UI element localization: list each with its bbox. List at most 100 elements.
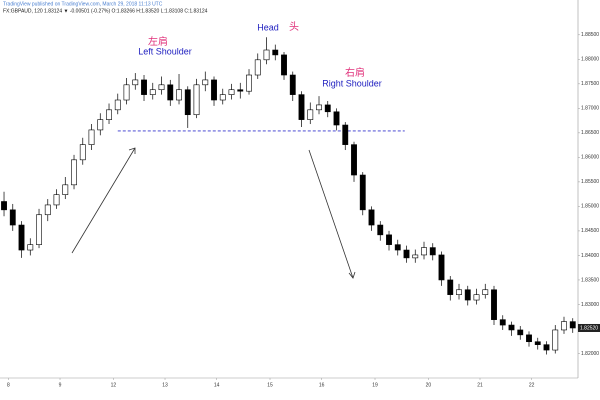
candle-body [141,79,147,95]
header-symbol: FX:GBPAUD, 120 1.83124 ▼ -0.00501 (-0.27… [3,8,208,14]
x-tick-label: 13 [162,382,168,388]
y-tick-label: 1.88000 [581,57,599,63]
x-tick-label: 22 [529,382,535,388]
candle-body [219,94,226,101]
candle-body [184,89,191,116]
candle-body [158,84,165,91]
candle-body [482,289,489,295]
candle-body [176,89,182,101]
y-tick-label: 1.82000 [581,351,599,357]
candle-body [281,54,287,76]
y-tick-label: 1.88500 [581,32,599,38]
candle-body [79,144,86,161]
candle-body [211,79,217,101]
candle-body [552,329,559,351]
candle-body [316,104,322,111]
candle-body [123,84,130,101]
x-tick-label: 14 [214,382,220,388]
candle-body [473,294,480,301]
annotation: 右肩 [345,66,365,79]
candle-body [342,124,349,145]
annotation: Head [257,22,279,32]
candle-body [62,184,69,195]
x-tick-label: 9 [59,382,62,388]
candle-body [202,79,209,86]
last-price-tag [578,323,600,332]
candle-body [9,209,16,226]
y-tick-label: 1.84500 [581,228,599,234]
candle-body [447,279,454,295]
x-tick-label: 15 [267,382,273,388]
candle-body [307,109,314,120]
x-tick-label: 16 [319,382,325,388]
candle-body [508,324,515,331]
annotation: 头 [289,21,299,33]
candle-body [351,144,357,176]
candle-body [569,321,576,329]
candle-body [44,204,51,216]
candle-body [394,244,401,251]
candle-body [97,119,104,131]
x-tick-label: 21 [477,382,483,388]
annotation: 左肩 [148,35,168,48]
arrows [71,147,356,279]
candle-body [193,84,200,116]
candle-body [359,174,366,211]
candle-body [438,254,445,281]
candle-body [543,344,550,351]
x-tick-label: 12 [111,382,117,388]
candle-body [412,254,419,259]
candle-body [456,289,462,295]
y-tick-label: 1.85000 [581,204,599,210]
candle-body [36,214,42,245]
annotation: Left Shoulder [138,46,192,56]
candle-body [228,89,235,95]
candle-body [254,59,261,76]
candle-body [167,84,174,101]
candle-body [298,94,305,120]
candle-body [132,79,139,86]
candle-body [71,159,77,186]
y-tick-label: 1.84000 [581,253,599,259]
arrow-head [128,147,136,154]
candle-body [88,129,95,145]
candle-body [18,224,25,251]
candle-body [421,247,427,256]
y-tick-label: 1.87000 [581,106,599,112]
candle-body [517,329,524,336]
candle-body [263,49,270,61]
candle-body [333,111,340,126]
candle-body [324,104,331,113]
y-tick-label: 1.83500 [581,277,599,283]
candle-body [289,74,296,95]
last-price-label: 1.82520 [580,325,598,331]
candle-body [246,74,252,92]
candle-body [237,89,244,92]
x-tick-label: 20 [426,382,432,388]
candle-body [386,234,392,245]
candle-body [368,209,375,226]
candle-body [561,321,567,331]
candle-body [272,49,279,56]
candle-body [377,224,384,236]
annotation: Right Shoulder [322,78,382,88]
candle-body [114,99,121,111]
candle-body [403,249,410,259]
candle-body [429,247,436,256]
candle-body [526,334,532,343]
arrow-head [348,271,356,279]
candle-body [534,341,541,345]
candle-body [149,89,156,95]
y-tick-label: 1.87500 [581,81,599,87]
arrow-up [71,147,136,254]
y-tick-label: 1.86500 [581,130,599,136]
x-tick-label: 8 [7,382,10,388]
header-publisher: TradingView published on TradingView.com… [3,1,163,7]
y-tick-label: 1.85500 [581,179,599,185]
candle-body [53,194,60,206]
candle-body [491,289,497,320]
arrow-down [308,149,354,279]
y-tick-label: 1.83000 [581,302,599,308]
